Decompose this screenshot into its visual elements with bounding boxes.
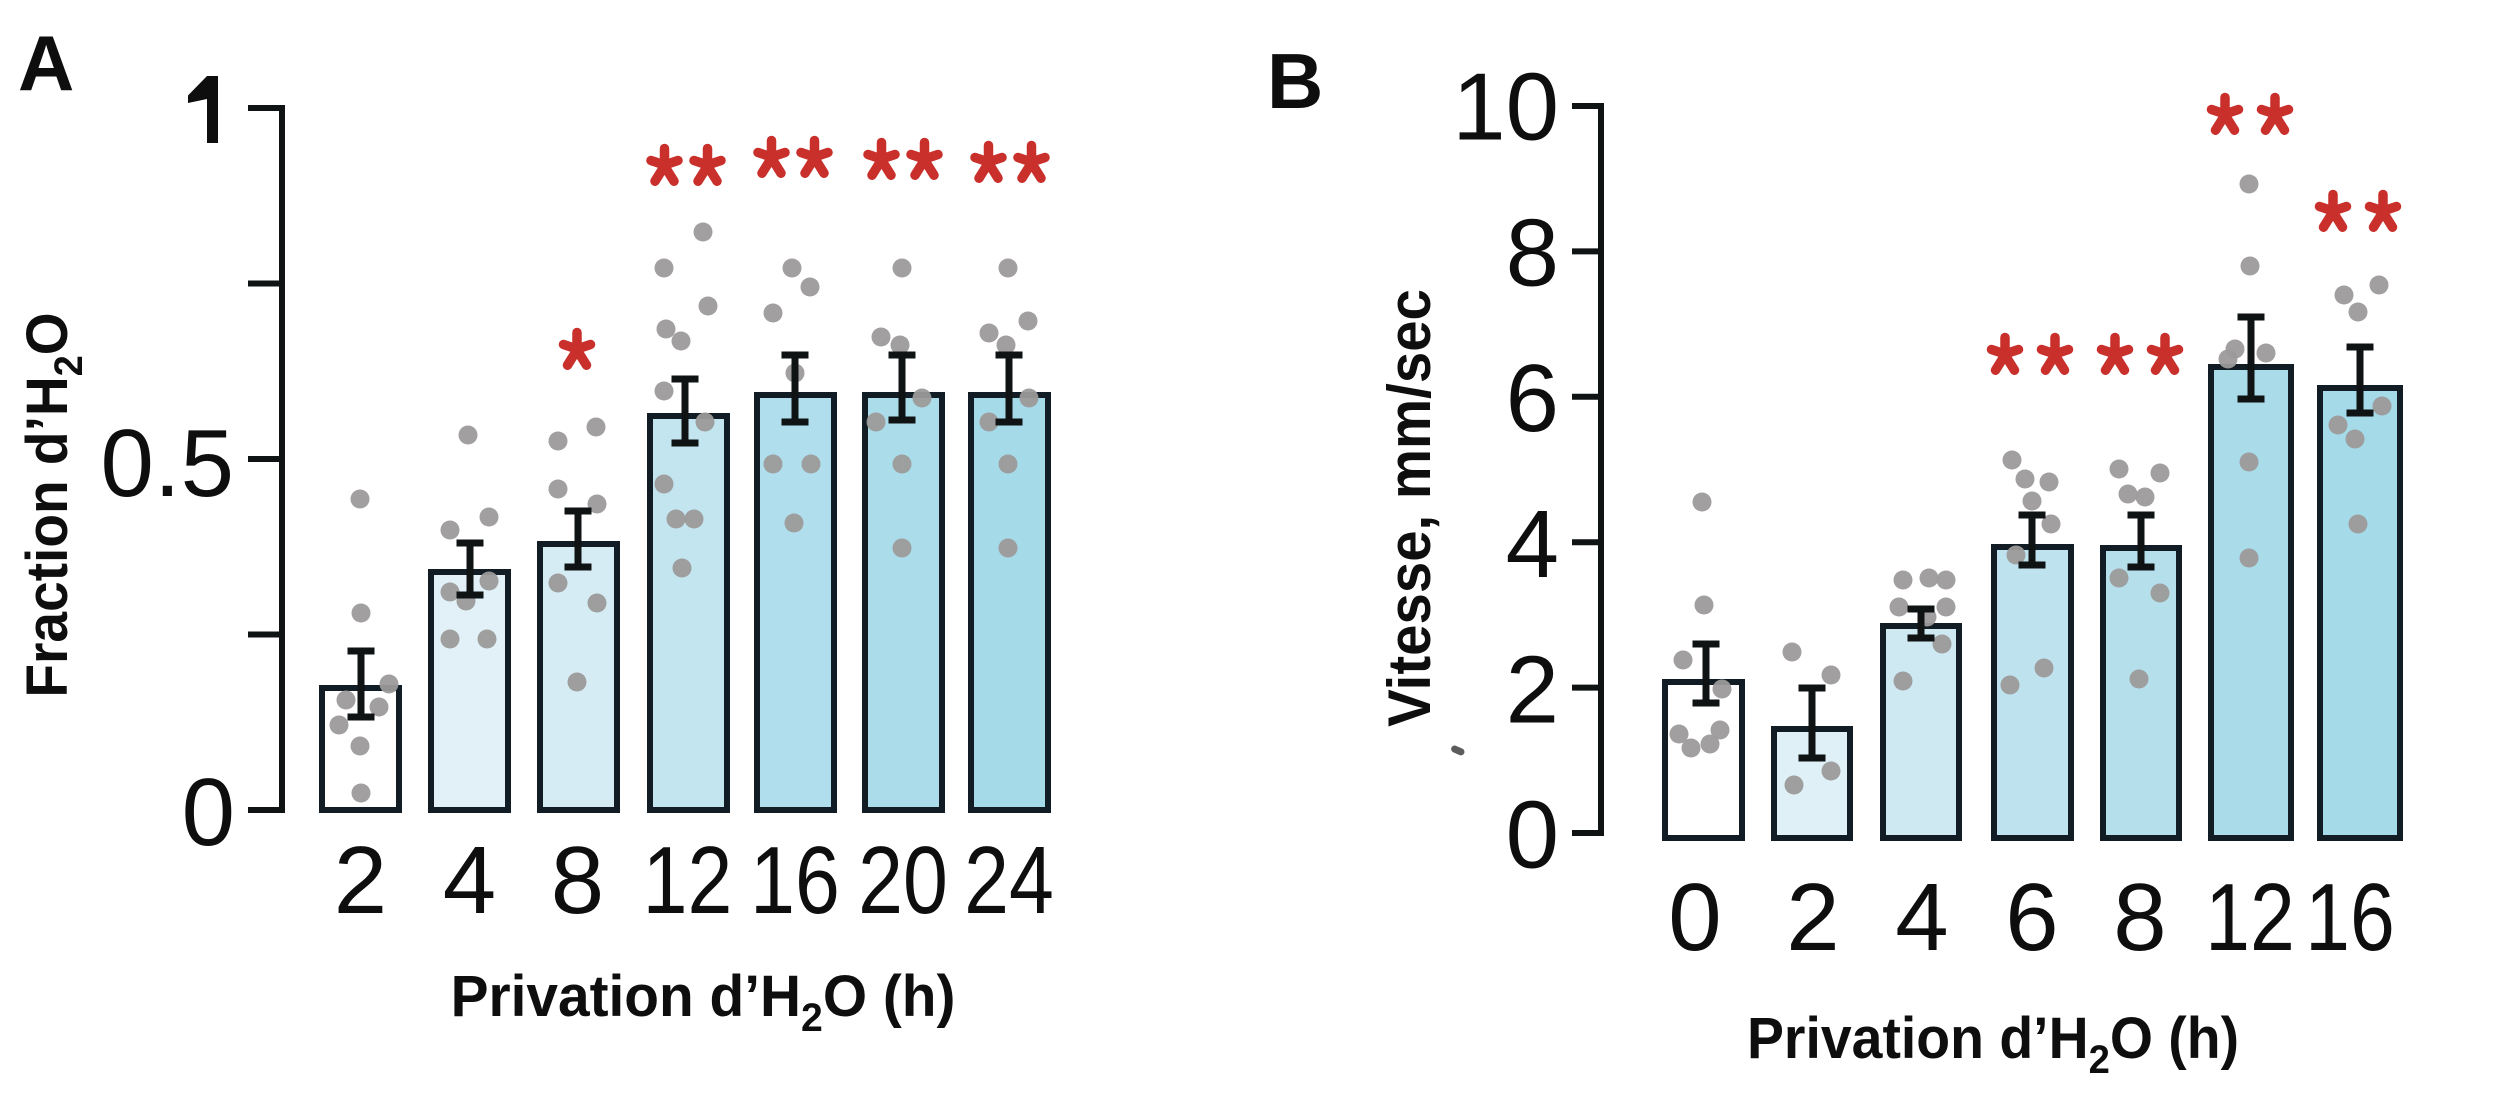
svg-text:24: 24 [964,826,1054,933]
svg-text:0: 0 [1506,781,1559,888]
svg-text:4: 4 [1895,864,1948,971]
svg-text:Privation d’H2O (h): Privation d’H2O (h) [1747,1007,2239,1082]
svg-text:12: 12 [2205,863,2295,970]
svg-text:Privation d’H2O (h): Privation d’H2O (h) [451,964,956,1040]
svg-text:8: 8 [1506,199,1559,306]
svg-text:2: 2 [334,827,387,934]
svg-text:0.5: 0.5 [101,410,234,517]
svg-text:16: 16 [2305,863,2395,970]
svg-text:A: A [18,19,74,107]
svg-text:4: 4 [1506,491,1559,598]
svg-text:6: 6 [1506,345,1559,452]
svg-text:2: 2 [1786,864,1839,971]
svg-text:12: 12 [643,826,733,933]
svg-text:0: 0 [182,759,235,866]
svg-text:16: 16 [750,826,840,933]
svg-text:0: 0 [1668,864,1721,971]
svg-text:10: 10 [1452,54,1559,161]
svg-text:Vitesse, mm/sec: Vitesse, mm/sec [1376,289,1443,727]
svg-text:4: 4 [443,827,496,934]
svg-text:20: 20 [858,826,948,933]
svg-text:6: 6 [2005,864,2058,971]
svg-text:8: 8 [551,827,604,934]
svg-text:Fraction d’H2O: Fraction d’H2O [15,312,92,697]
svg-text:2: 2 [1506,636,1559,743]
svg-text:B: B [1267,37,1323,125]
svg-text:8: 8 [2113,864,2166,971]
